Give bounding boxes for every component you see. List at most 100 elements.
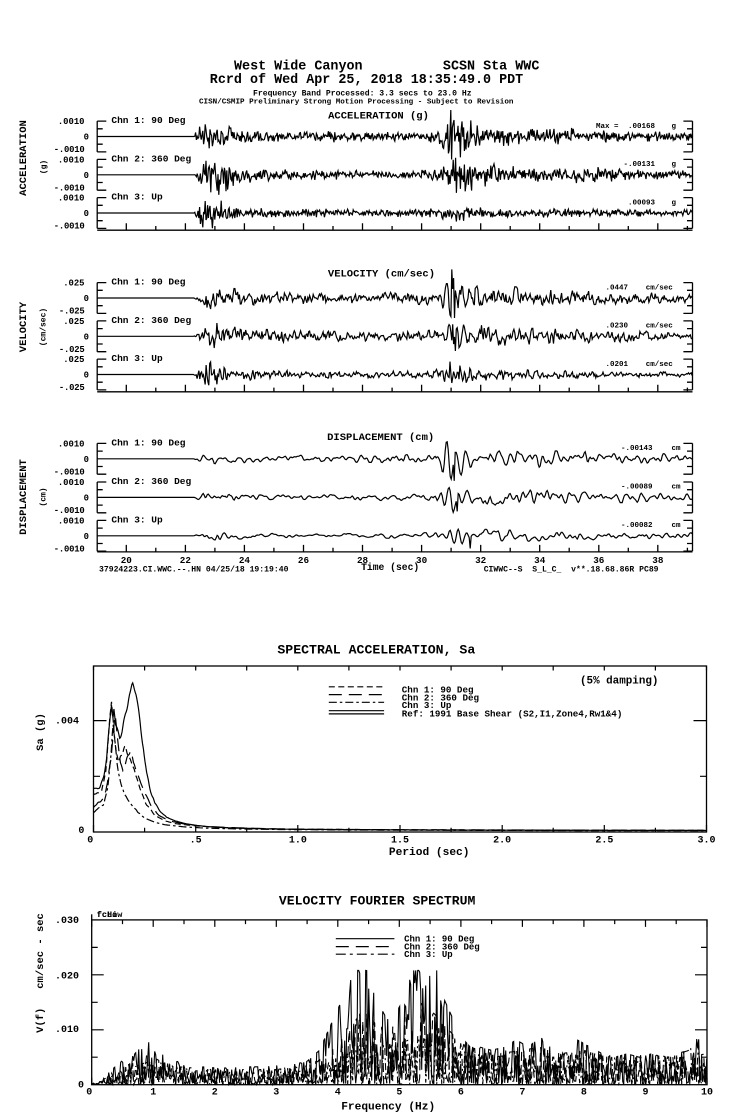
svg-text:CIWWC--S S_L_C_ v**.18.68.86: CIWWC--S S_L_C_ v**.18.68.86R PC89 bbox=[484, 566, 659, 575]
svg-text:.00168: .00168 bbox=[628, 123, 656, 131]
svg-text:0: 0 bbox=[84, 133, 89, 143]
svg-text:DISPLACEMENT: DISPLACEMENT bbox=[18, 459, 30, 535]
svg-text:0: 0 bbox=[87, 835, 93, 846]
svg-text:fcHi: fcHi bbox=[97, 910, 117, 920]
svg-text:.025: .025 bbox=[63, 279, 84, 289]
svg-text:.030: .030 bbox=[55, 916, 79, 927]
svg-text:.025: .025 bbox=[63, 317, 84, 327]
svg-text:(5% damping): (5% damping) bbox=[580, 676, 658, 688]
svg-text:-.00089: -.00089 bbox=[621, 484, 653, 492]
svg-text:(cm): (cm) bbox=[40, 487, 49, 506]
svg-text:Chn 1: 90 Deg: Chn 1: 90 Deg bbox=[111, 437, 185, 448]
svg-text:0: 0 bbox=[84, 455, 89, 465]
svg-text:cm/sec: cm/sec bbox=[646, 323, 674, 331]
svg-text:-.0010: -.0010 bbox=[54, 506, 85, 516]
svg-text:24: 24 bbox=[239, 555, 251, 566]
svg-text:-.00131: -.00131 bbox=[623, 161, 655, 169]
svg-text:Chn 2: 360 Deg: Chn 2: 360 Deg bbox=[402, 692, 479, 703]
svg-text:Chn 3: Up: Chn 3: Up bbox=[111, 353, 163, 364]
svg-text:Chn 3: Up: Chn 3: Up bbox=[404, 950, 453, 960]
svg-text:26: 26 bbox=[298, 555, 310, 566]
svg-text:10: 10 bbox=[701, 1087, 713, 1098]
svg-text:0: 0 bbox=[84, 532, 89, 542]
svg-text:CISN/CSMIP Preliminary Strong: CISN/CSMIP Preliminary Strong Motion Pro… bbox=[199, 99, 514, 107]
svg-text:Period (sec): Period (sec) bbox=[389, 847, 470, 859]
svg-text:-.025: -.025 bbox=[59, 345, 85, 355]
svg-text:V(f) cm/sec - sec: V(f) cm/sec - sec bbox=[35, 913, 47, 1033]
svg-text:0: 0 bbox=[78, 826, 84, 837]
svg-text:.0010: .0010 bbox=[58, 478, 85, 488]
svg-text:-.025: -.025 bbox=[59, 307, 85, 317]
svg-text:fcLow: fcLow bbox=[97, 910, 123, 920]
svg-text:Chn 3: Up: Chn 3: Up bbox=[111, 192, 163, 203]
svg-text:SPECTRAL ACCELERATION, Sa: SPECTRAL ACCELERATION, Sa bbox=[277, 643, 475, 658]
svg-text:.025: .025 bbox=[63, 355, 84, 365]
svg-text:.0230: .0230 bbox=[605, 323, 628, 331]
svg-text:38: 38 bbox=[652, 555, 664, 566]
svg-text:0: 0 bbox=[84, 332, 89, 342]
svg-text:5: 5 bbox=[396, 1087, 402, 1098]
svg-text:West Wide Canyon SCSN: West Wide Canyon SCSN Sta WWC bbox=[234, 60, 539, 75]
svg-text:-.0010: -.0010 bbox=[54, 183, 85, 193]
svg-text:g: g bbox=[672, 161, 677, 169]
svg-text:9: 9 bbox=[642, 1087, 648, 1098]
svg-text:VELOCITY FOURIER SPECTRUM: VELOCITY FOURIER SPECTRUM bbox=[279, 893, 476, 908]
svg-text:VELOCITY (cm/sec): VELOCITY (cm/sec) bbox=[328, 268, 435, 280]
svg-text:-.0010: -.0010 bbox=[54, 145, 85, 155]
svg-text:Rcrd of Wed Apr 25, 2018 18:35: Rcrd of Wed Apr 25, 2018 18:35:49.0 PDT bbox=[210, 73, 523, 88]
svg-text:1.0: 1.0 bbox=[289, 835, 307, 846]
svg-text:.0201: .0201 bbox=[605, 361, 628, 369]
svg-text:Chn 3: Up: Chn 3: Up bbox=[111, 514, 163, 525]
svg-text:Sa (g): Sa (g) bbox=[35, 713, 47, 751]
svg-text:(g): (g) bbox=[40, 160, 49, 174]
svg-text:-.025: -.025 bbox=[59, 383, 85, 393]
svg-text:6: 6 bbox=[458, 1087, 464, 1098]
svg-text:.004: .004 bbox=[55, 716, 79, 727]
svg-text:Chn 2: 360 Deg: Chn 2: 360 Deg bbox=[404, 943, 480, 953]
svg-text:Chn 2: 360 Deg: Chn 2: 360 Deg bbox=[111, 315, 191, 326]
svg-text:.010: .010 bbox=[55, 1025, 79, 1036]
svg-text:3: 3 bbox=[273, 1087, 279, 1098]
svg-text:Chn 2: 360 Deg: Chn 2: 360 Deg bbox=[111, 153, 191, 164]
svg-text:Frequency (Hz): Frequency (Hz) bbox=[341, 1101, 435, 1113]
svg-text:VELOCITY: VELOCITY bbox=[18, 301, 30, 352]
svg-text:.0010: .0010 bbox=[58, 516, 85, 526]
svg-text:Frequency Band Processed: 3.3: Frequency Band Processed: 3.3 secs to 23… bbox=[253, 90, 472, 99]
svg-text:Max =: Max = bbox=[596, 123, 619, 131]
svg-text:1.5: 1.5 bbox=[391, 835, 409, 846]
svg-text:DISPLACEMENT (cm): DISPLACEMENT (cm) bbox=[327, 432, 434, 444]
svg-text:Time (sec): Time (sec) bbox=[361, 562, 419, 573]
svg-text:g: g bbox=[672, 123, 677, 131]
svg-text:Chn 1: 90 Deg: Chn 1: 90 Deg bbox=[111, 277, 185, 288]
svg-text:cm/sec: cm/sec bbox=[646, 284, 674, 292]
svg-text:20: 20 bbox=[121, 555, 133, 566]
svg-text:Chn 2: 360 Deg: Chn 2: 360 Deg bbox=[111, 476, 191, 487]
svg-text:2: 2 bbox=[212, 1087, 218, 1098]
svg-text:Chn 1: 90 Deg: Chn 1: 90 Deg bbox=[404, 935, 474, 945]
svg-text:37924223.CI.WWC.--.HN 04/25/18: 37924223.CI.WWC.--.HN 04/25/18 19:19:40 bbox=[99, 566, 289, 575]
svg-text:.0010: .0010 bbox=[58, 439, 85, 449]
svg-text:Chn 1: 90 Deg: Chn 1: 90 Deg bbox=[111, 115, 185, 126]
svg-text:cm: cm bbox=[672, 522, 682, 530]
svg-text:3.0: 3.0 bbox=[697, 835, 715, 846]
svg-text:-.0010: -.0010 bbox=[54, 467, 85, 477]
svg-text:.00093: .00093 bbox=[628, 199, 656, 207]
svg-text:g: g bbox=[672, 199, 677, 207]
svg-text:Chn 3: Up: Chn 3: Up bbox=[402, 700, 452, 711]
svg-text:Ref: 1991 Base Shear (S2,I1,Zo: Ref: 1991 Base Shear (S2,I1,Zone4,Rw1&4) bbox=[402, 709, 623, 720]
svg-text:.0010: .0010 bbox=[58, 117, 85, 127]
svg-text:ACCELERATION: ACCELERATION bbox=[18, 120, 30, 196]
svg-text:(cm/sec): (cm/sec) bbox=[40, 308, 49, 346]
svg-text:2.5: 2.5 bbox=[595, 835, 613, 846]
svg-text:cm: cm bbox=[672, 484, 682, 492]
svg-text:.0010: .0010 bbox=[58, 155, 85, 165]
svg-text:0: 0 bbox=[86, 1087, 92, 1098]
svg-text:30: 30 bbox=[416, 555, 428, 566]
svg-text:36: 36 bbox=[593, 555, 605, 566]
svg-text:.020: .020 bbox=[55, 971, 79, 982]
svg-text:-.00082: -.00082 bbox=[621, 522, 653, 530]
svg-text:28: 28 bbox=[357, 555, 369, 566]
svg-text:-.00143: -.00143 bbox=[621, 445, 653, 453]
svg-text:0: 0 bbox=[78, 1080, 84, 1091]
svg-text:0: 0 bbox=[84, 171, 89, 181]
